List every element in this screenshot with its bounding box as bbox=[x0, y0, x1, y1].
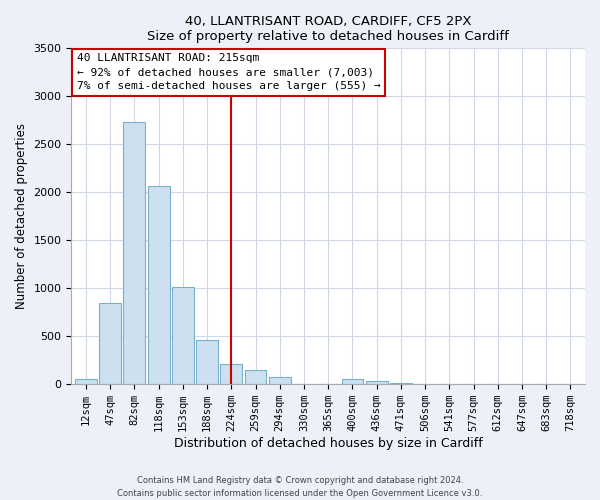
Bar bbox=[366, 382, 388, 384]
Y-axis label: Number of detached properties: Number of detached properties bbox=[15, 124, 28, 310]
Bar bbox=[148, 186, 170, 384]
Bar bbox=[245, 370, 266, 384]
Bar bbox=[269, 377, 290, 384]
Bar bbox=[172, 288, 194, 384]
Bar bbox=[220, 364, 242, 384]
Text: 40 LLANTRISANT ROAD: 215sqm
← 92% of detached houses are smaller (7,003)
7% of s: 40 LLANTRISANT ROAD: 215sqm ← 92% of det… bbox=[77, 54, 380, 92]
Bar bbox=[341, 380, 364, 384]
Bar bbox=[99, 302, 121, 384]
X-axis label: Distribution of detached houses by size in Cardiff: Distribution of detached houses by size … bbox=[174, 437, 482, 450]
Text: Contains HM Land Registry data © Crown copyright and database right 2024.
Contai: Contains HM Land Registry data © Crown c… bbox=[118, 476, 482, 498]
Title: 40, LLANTRISANT ROAD, CARDIFF, CF5 2PX
Size of property relative to detached hou: 40, LLANTRISANT ROAD, CARDIFF, CF5 2PX S… bbox=[147, 15, 509, 43]
Bar bbox=[390, 383, 412, 384]
Bar bbox=[75, 379, 97, 384]
Bar bbox=[196, 340, 218, 384]
Bar bbox=[124, 122, 145, 384]
